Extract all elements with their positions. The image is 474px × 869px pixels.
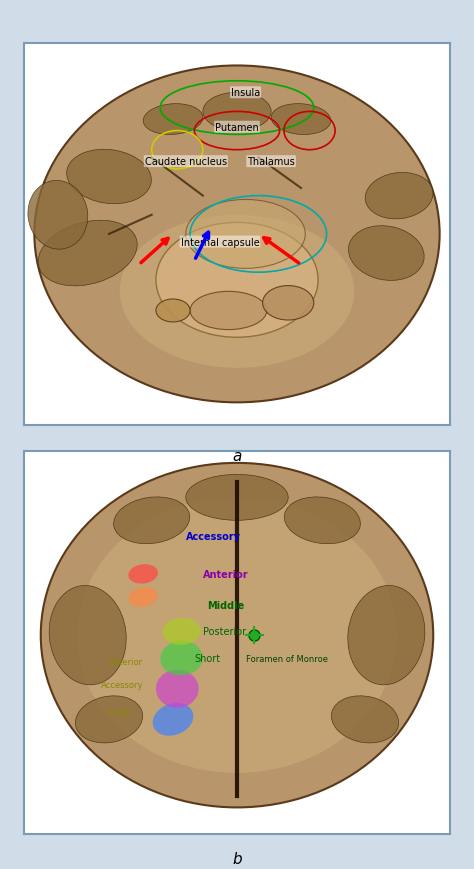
Text: Putamen: Putamen <box>215 123 259 133</box>
Text: Middle: Middle <box>207 600 245 610</box>
Ellipse shape <box>203 93 271 131</box>
Ellipse shape <box>263 286 314 321</box>
Text: Caudate nucleus: Caudate nucleus <box>145 157 227 167</box>
Ellipse shape <box>160 641 203 675</box>
Text: Posterior: Posterior <box>203 627 246 637</box>
Ellipse shape <box>163 618 201 645</box>
Text: Thalamus: Thalamus <box>247 157 295 167</box>
Ellipse shape <box>284 497 360 544</box>
Text: Anterior: Anterior <box>203 569 248 580</box>
Ellipse shape <box>143 104 203 136</box>
Ellipse shape <box>331 696 399 743</box>
Ellipse shape <box>156 223 318 338</box>
Ellipse shape <box>38 221 137 287</box>
Text: Long: Long <box>109 707 129 716</box>
Ellipse shape <box>348 227 424 281</box>
Ellipse shape <box>77 498 397 773</box>
Ellipse shape <box>186 200 305 269</box>
Text: Insula: Insula <box>231 88 260 98</box>
Ellipse shape <box>28 181 88 250</box>
Ellipse shape <box>49 586 126 685</box>
Ellipse shape <box>186 474 288 521</box>
Ellipse shape <box>114 497 190 544</box>
Ellipse shape <box>156 670 199 708</box>
Text: Internal capsule: Internal capsule <box>181 237 259 248</box>
Ellipse shape <box>190 292 267 330</box>
Text: Accessory: Accessory <box>100 680 143 690</box>
Text: Short: Short <box>194 653 220 663</box>
Ellipse shape <box>119 216 354 368</box>
Ellipse shape <box>153 703 193 736</box>
Text: b: b <box>232 851 242 866</box>
Text: Anterior: Anterior <box>109 658 143 667</box>
Ellipse shape <box>348 586 425 685</box>
Ellipse shape <box>271 104 331 136</box>
Ellipse shape <box>35 66 439 403</box>
Ellipse shape <box>156 300 190 322</box>
Ellipse shape <box>41 463 433 807</box>
Text: Accessory: Accessory <box>186 531 241 541</box>
Text: Foramen of Monroe: Foramen of Monroe <box>246 653 328 663</box>
Ellipse shape <box>128 565 158 584</box>
Text: a: a <box>232 448 242 464</box>
Ellipse shape <box>365 173 433 220</box>
Ellipse shape <box>128 587 158 607</box>
Ellipse shape <box>67 150 151 204</box>
Ellipse shape <box>75 696 143 743</box>
